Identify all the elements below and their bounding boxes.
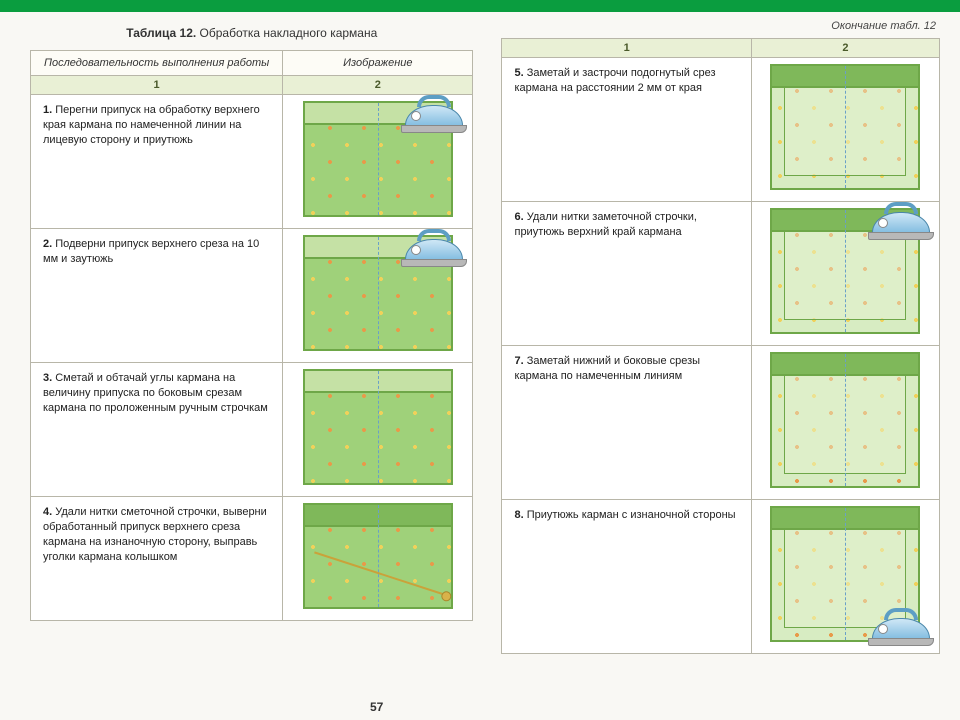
number-row: 1 2	[31, 76, 473, 95]
step-illustration	[303, 503, 453, 609]
continuation-label: Окончание табл. 12	[501, 20, 936, 32]
header-col-1: Последовательность выполнения работы	[31, 51, 283, 76]
step-image-cell	[751, 58, 939, 202]
title-number: Таблица 12.	[126, 26, 196, 40]
inner-fold-outline	[784, 222, 906, 320]
page-number: 57	[370, 700, 383, 714]
step-illustration	[303, 101, 453, 217]
step-image-cell	[751, 202, 939, 346]
step-text-cell: 2. Подверни припуск верхнего среза на 10…	[31, 229, 283, 363]
step-description: Удали нитки заметочной строчки, приутюжь…	[514, 211, 696, 238]
table-row: 8. Приутюжь карман с изнаночной стороны	[502, 500, 940, 654]
colnum-1: 1	[502, 39, 751, 58]
fabric-square	[303, 235, 453, 351]
table-row: 4. Удали нитки сметочной строчки, выверн…	[31, 497, 473, 621]
table-row: 2. Подверни припуск верхнего среза на 10…	[31, 229, 473, 363]
step-text-cell: 8. Приутюжь карман с изнаночной стороны	[502, 500, 751, 654]
step-number: 7.	[514, 355, 526, 367]
top-fold	[305, 505, 451, 527]
step-illustration	[770, 64, 920, 190]
step-illustration	[770, 506, 920, 642]
top-fold	[305, 371, 451, 393]
step-text-cell: 6. Удали нитки заметочной строчки, приут…	[502, 202, 751, 346]
step-number: 1.	[43, 104, 55, 116]
step-description: Перегни припуск на обработку верхнего кр…	[43, 104, 260, 146]
top-fold	[305, 103, 451, 125]
steps-table-right: 1 2 5. Заметай и застрочи подогнутый сре…	[501, 38, 940, 654]
fabric-square	[770, 64, 920, 190]
fabric-square	[303, 101, 453, 217]
fabric-square	[770, 352, 920, 488]
step-text-cell: 7. Заметай нижний и боковые срезы карман…	[502, 346, 751, 500]
step-number: 4.	[43, 506, 55, 518]
left-column: Таблица 12. Обработка накладного кармана…	[30, 20, 473, 654]
step-description: Подверни припуск верхнего среза на 10 мм…	[43, 238, 259, 265]
step-number: 6.	[514, 211, 526, 223]
title-text: Обработка накладного кармана	[196, 26, 377, 40]
table-title: Таблица 12. Обработка накладного кармана	[30, 26, 473, 40]
steps-table-left: Последовательность выполнения работы Изо…	[30, 50, 473, 621]
step-number: 3.	[43, 372, 55, 384]
step-image-cell	[283, 363, 473, 497]
step-image-cell	[283, 497, 473, 621]
colnum-2: 2	[751, 39, 939, 58]
step-illustration	[770, 352, 920, 488]
fabric-square	[303, 369, 453, 485]
table-row: 5. Заметай и застрочи подогнутый срез ка…	[502, 58, 940, 202]
step-text-cell: 5. Заметай и застрочи подогнутый срез ка…	[502, 58, 751, 202]
step-description: Сметай и обтачай углы кармана на величин…	[43, 372, 268, 414]
step-text-cell: 4. Удали нитки сметочной строчки, выверн…	[31, 497, 283, 621]
step-description: Приутюжь карман с изнаночной стороны	[527, 509, 736, 521]
step-description: Заметай и застрочи подогнутый срез карма…	[514, 67, 715, 94]
page-content: Таблица 12. Обработка накладного кармана…	[0, 12, 960, 654]
top-fold	[772, 210, 918, 232]
step-illustration	[303, 235, 453, 351]
top-fold	[772, 508, 918, 530]
number-row: 1 2	[502, 39, 940, 58]
top-fold	[772, 66, 918, 88]
top-fold	[772, 354, 918, 376]
step-description: Заметай нижний и боковые срезы кармана п…	[514, 355, 700, 382]
step-illustration	[303, 369, 453, 485]
step-image-cell	[751, 500, 939, 654]
colnum-1: 1	[31, 76, 283, 95]
header-row: Последовательность выполнения работы Изо…	[31, 51, 473, 76]
step-image-cell	[283, 229, 473, 363]
inner-fold-outline	[784, 520, 906, 628]
table-row: 7. Заметай нижний и боковые срезы карман…	[502, 346, 940, 500]
step-illustration	[770, 208, 920, 334]
step-number: 5.	[514, 67, 526, 79]
fabric-square	[770, 506, 920, 642]
inner-fold-outline	[784, 366, 906, 474]
table-row: 1. Перегни припуск на обработку верхнего…	[31, 95, 473, 229]
step-number: 8.	[514, 509, 526, 521]
top-accent-bar	[0, 0, 960, 12]
step-image-cell	[283, 95, 473, 229]
top-fold	[305, 237, 451, 259]
inner-fold-outline	[784, 78, 906, 176]
header-col-2: Изображение	[283, 51, 473, 76]
fabric-square	[770, 208, 920, 334]
table-row: 6. Удали нитки заметочной строчки, приут…	[502, 202, 940, 346]
step-text-cell: 3. Сметай и обтачай углы кармана на вели…	[31, 363, 283, 497]
table-row: 3. Сметай и обтачай углы кармана на вели…	[31, 363, 473, 497]
step-number: 2.	[43, 238, 55, 250]
step-text-cell: 1. Перегни припуск на обработку верхнего…	[31, 95, 283, 229]
step-description: Удали нитки сметочной строчки, выверни о…	[43, 506, 267, 563]
right-column: Окончание табл. 12 1 2 5. Заметай и заст…	[501, 20, 940, 654]
colnum-2: 2	[283, 76, 473, 95]
step-image-cell	[751, 346, 939, 500]
